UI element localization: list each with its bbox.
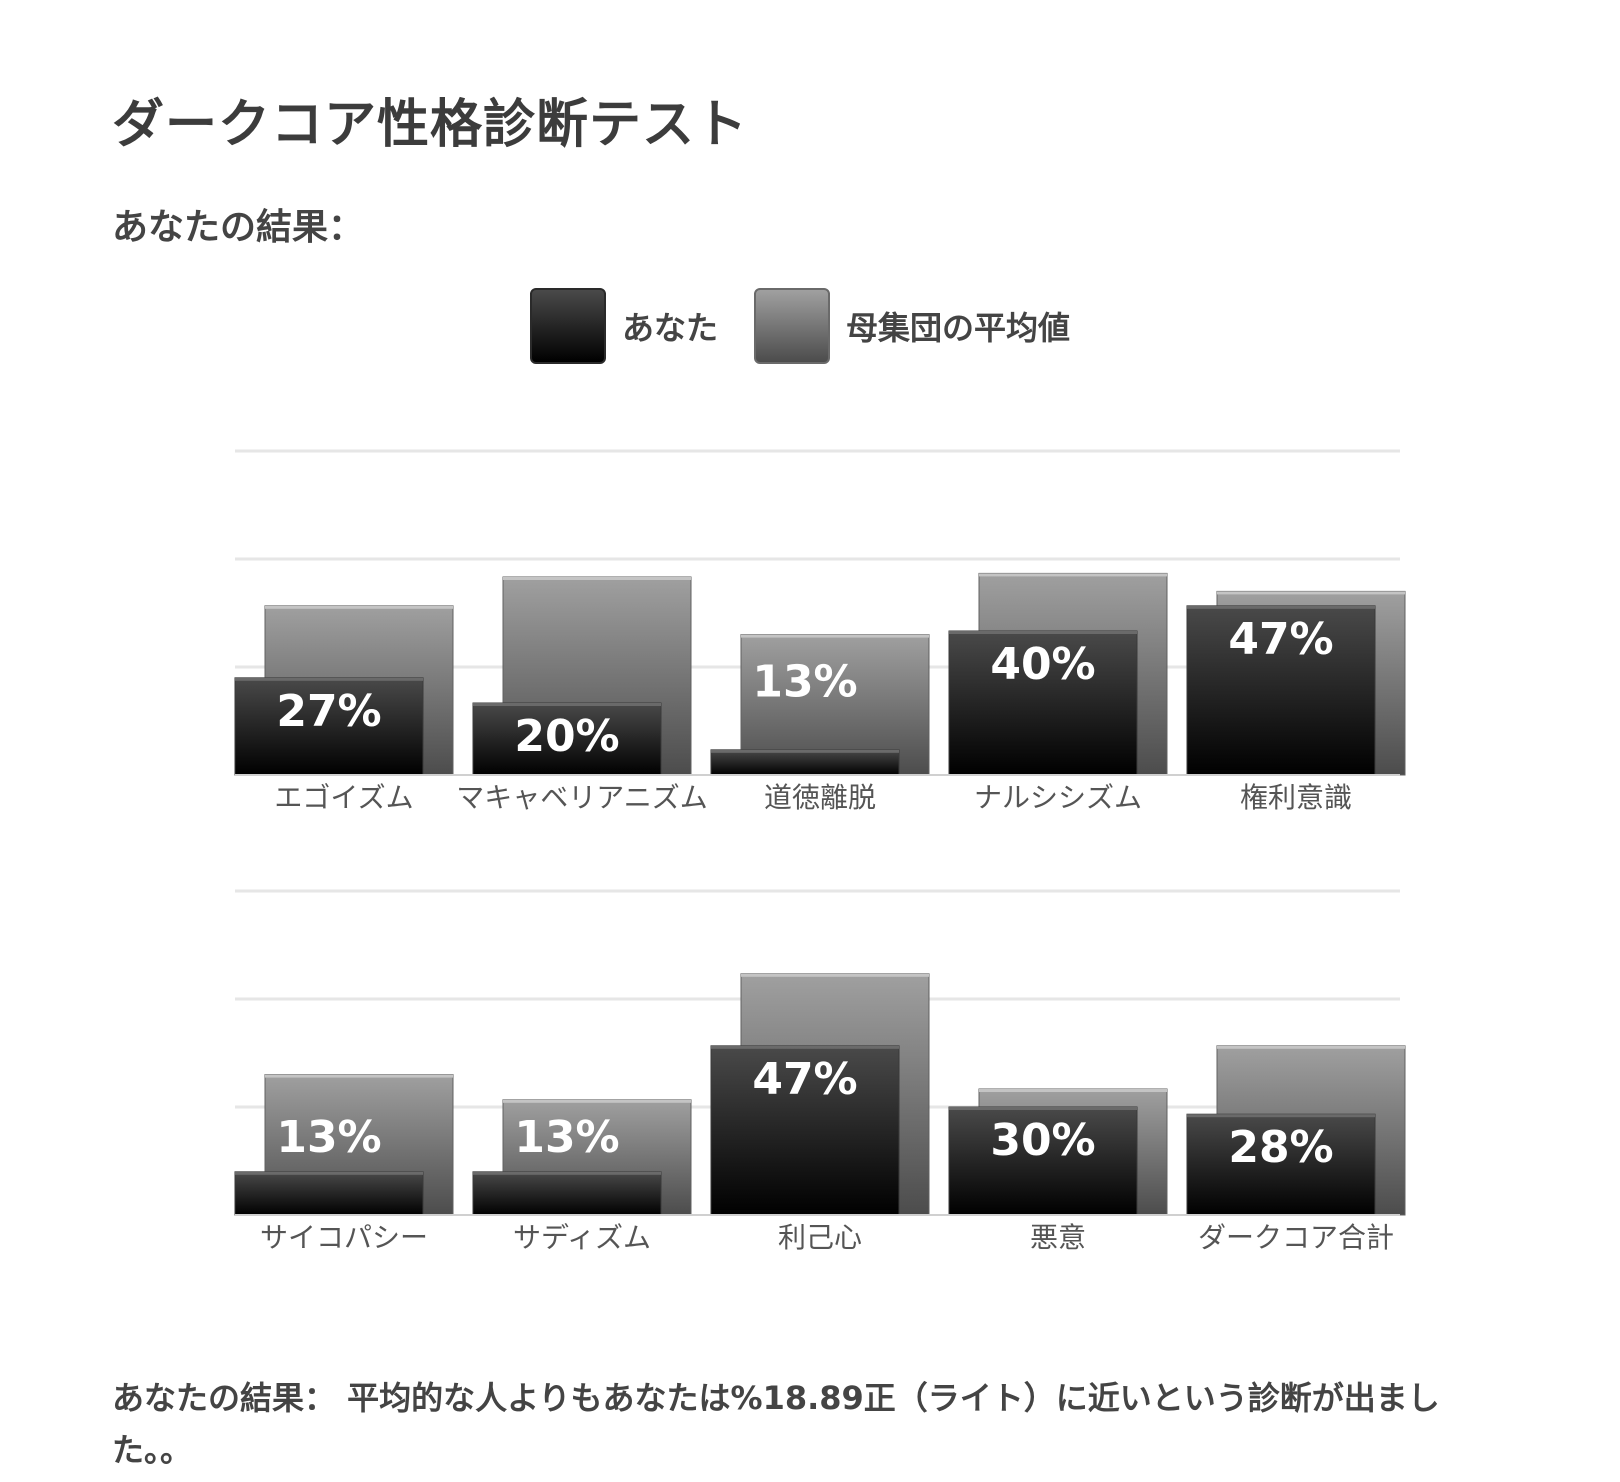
result-heading: あなたの結果： bbox=[112, 207, 365, 248]
category-label: 悪意 bbox=[1030, 1221, 1086, 1254]
bar-label-you: 28% bbox=[1228, 1122, 1333, 1173]
bar-you bbox=[1186, 1113, 1376, 1216]
category-label: ナルシシズム bbox=[974, 781, 1142, 814]
bar-label-you: 13% bbox=[276, 1112, 381, 1163]
category-label: サイコパシー bbox=[260, 1221, 428, 1254]
legend-label-you: あなた bbox=[622, 309, 719, 347]
category-label: サディズム bbox=[513, 1221, 651, 1254]
bar-label-you: 30% bbox=[990, 1115, 1095, 1166]
bar-you bbox=[472, 1171, 662, 1216]
category-label: 利己心 bbox=[778, 1221, 862, 1254]
legend-item-average: 母集団の平均値 bbox=[754, 288, 1070, 364]
bar-label-you: 27% bbox=[276, 686, 381, 737]
bar-label-you: 40% bbox=[990, 639, 1095, 690]
bar-label-you: 20% bbox=[514, 711, 619, 762]
bar-chart-bottom: 13% サイコパシー 13% サディズム 47% 利己心 30% 悪意 28% ダークコア合計 bbox=[0, 860, 1620, 1260]
bar-you bbox=[948, 630, 1138, 776]
category-label: エゴイズム bbox=[274, 781, 413, 814]
legend-swatch-you bbox=[530, 288, 606, 364]
bar-you bbox=[472, 702, 662, 776]
bar-you bbox=[710, 1045, 900, 1216]
bar-you bbox=[710, 749, 900, 776]
category-label: 権利意識 bbox=[1240, 781, 1352, 814]
category-label: 道徳離脱 bbox=[764, 781, 876, 814]
bar-label-you: 47% bbox=[752, 1054, 857, 1105]
category-label: ダークコア合計 bbox=[1198, 1221, 1394, 1254]
bar-label-you: 47% bbox=[1228, 614, 1333, 665]
category-label: マキャベリアニズム bbox=[456, 781, 707, 814]
chart-legend: あなた 母集団の平均値 bbox=[530, 286, 1106, 366]
result-summary: あなたの結果： 平均的な人よりもあなたは%18.89正（ライト）に近いという診断… bbox=[112, 1379, 1440, 1469]
legend-label-average: 母集団の平均値 bbox=[846, 309, 1071, 347]
legend-item-you: あなた bbox=[530, 288, 718, 364]
chart-svg: 13% サイコパシー 13% サディズム 47% 利己心 30% 悪意 28% ダークコア合計 bbox=[234, 889, 1406, 1254]
bar-you bbox=[1186, 605, 1376, 776]
bar-chart-top: 13% 27% エゴイズム 20% マキャベリアニズム 道徳離脱 40% ナルシシズム 47% 権… bbox=[0, 420, 1620, 820]
page-title: ダークコア性格診断テスト bbox=[112, 95, 749, 155]
bar-you bbox=[948, 1106, 1138, 1216]
legend-swatch-average bbox=[754, 288, 831, 364]
bar-label-you: 13% bbox=[514, 1112, 619, 1163]
bar-you bbox=[234, 1171, 424, 1216]
bar-label-average: 13% bbox=[752, 657, 857, 708]
chart-svg: 13% 27% エゴイズム 20% マキャベリアニズム 道徳離脱 40% ナルシシズム 47% 権… bbox=[234, 449, 1406, 814]
